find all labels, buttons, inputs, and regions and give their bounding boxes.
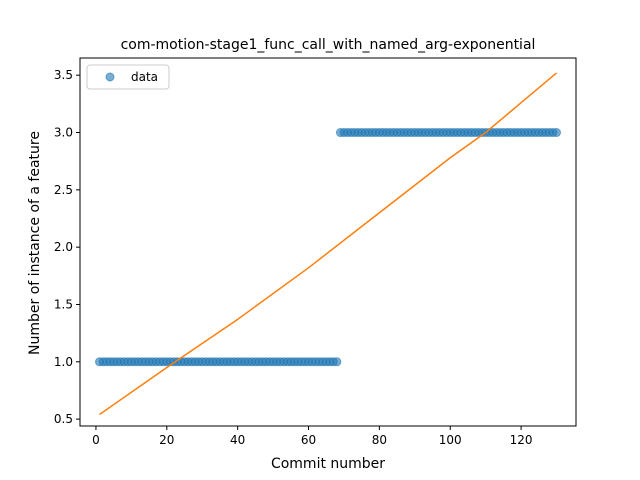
y-tick-label: 2.0 <box>54 240 73 254</box>
x-tick-label: 120 <box>510 433 533 447</box>
plot-area: 0 20 40 60 80 100 120 0.5 1.0 1.5 2.0 2.5 3.0 3.5 data <box>54 57 577 447</box>
x-tick-label: 20 <box>159 433 174 447</box>
y-tick-label: 3.0 <box>54 126 73 140</box>
fit-line <box>99 72 557 416</box>
x-tick-label: 0 <box>92 433 100 447</box>
legend-box <box>86 64 170 90</box>
legend-label: data <box>131 70 158 84</box>
x-tick-label: 60 <box>301 433 316 447</box>
data-series-points <box>94 128 562 367</box>
chart-title: com-motion-stage1_func_call_with_named_a… <box>121 37 536 53</box>
y-tick-label: 2.5 <box>54 183 73 197</box>
data-point <box>332 357 342 367</box>
y-axis-label: Number of instance of a feature <box>27 131 43 355</box>
legend-marker <box>105 72 115 82</box>
axes-frame <box>79 57 577 427</box>
x-tick-label: 100 <box>439 433 462 447</box>
y-tick-label: 3.5 <box>54 68 73 82</box>
y-tick-label: 1.5 <box>54 297 73 311</box>
x-axis-label: Commit number <box>271 456 385 472</box>
data-point <box>552 128 562 138</box>
x-tick-label: 40 <box>230 433 245 447</box>
x-tick-label: 80 <box>372 433 387 447</box>
y-tick-label: 1.0 <box>54 355 73 369</box>
legend: data <box>86 64 170 90</box>
y-tick-label: 0.5 <box>54 412 73 426</box>
